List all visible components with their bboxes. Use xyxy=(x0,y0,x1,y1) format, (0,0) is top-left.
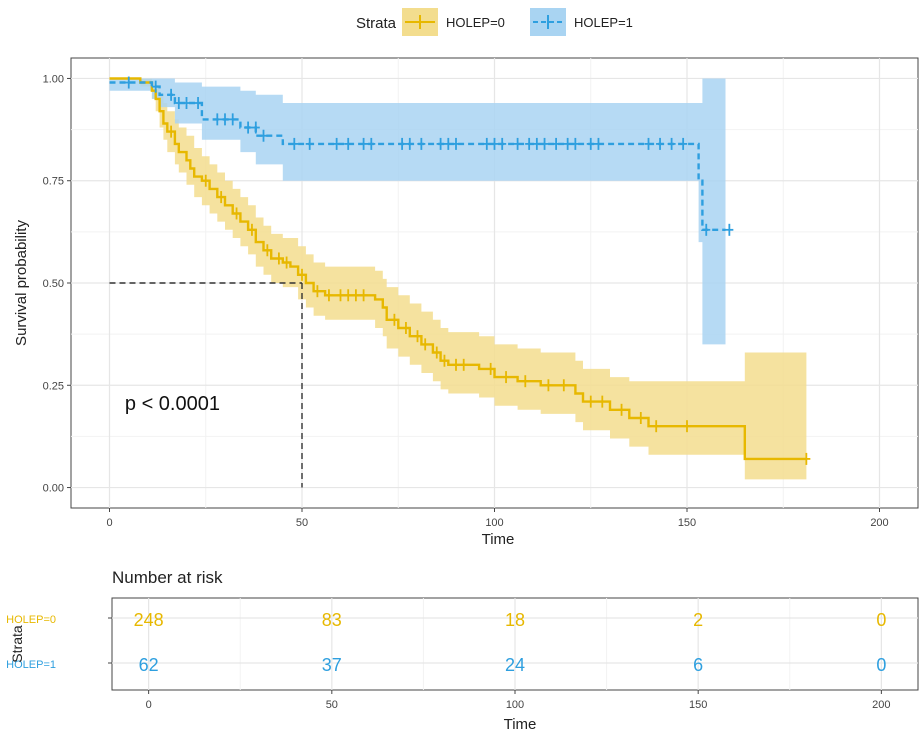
risk-cell-holep1: 62 xyxy=(139,655,159,675)
censor-marks xyxy=(124,76,811,465)
risk-cell-holep1: 6 xyxy=(693,655,703,675)
risk-row-label-holep0: HOLEP=0 xyxy=(6,614,56,626)
x-tick-label: 150 xyxy=(678,517,696,529)
legend-title: Strata xyxy=(356,15,397,32)
x-tick-label: 0 xyxy=(106,517,112,529)
confidence-band-holep0 xyxy=(109,78,807,480)
risk-x-tick-label: 150 xyxy=(689,699,707,711)
risk-table-title: Number at risk xyxy=(112,568,223,587)
x-axis-label: Time xyxy=(482,531,515,548)
risk-x-tick-label: 0 xyxy=(146,699,152,711)
risk-table-y-label: Strata xyxy=(9,625,25,663)
y-tick-label: 0.25 xyxy=(43,380,64,392)
legend: Strata HOLEP=0 HOLEP=1 xyxy=(356,8,633,36)
y-tick-label: 1.00 xyxy=(43,73,64,85)
survival-curves xyxy=(109,77,807,461)
survival-curve-holep0 xyxy=(109,77,807,461)
risk-table-x-label: Time xyxy=(504,716,537,733)
survival-curve-holep1 xyxy=(109,81,726,231)
y-tick-label: 0.00 xyxy=(43,483,64,495)
median-reference-lines xyxy=(109,282,303,488)
risk-x-tick-label: 200 xyxy=(872,699,890,711)
risk-table-x-ticks: 0 50 100 150 200 xyxy=(146,690,891,711)
p-value-annotation: p < 0.0001 xyxy=(125,393,220,415)
risk-cell-holep0: 83 xyxy=(322,610,342,630)
legend-label-holep0: HOLEP=0 xyxy=(446,15,505,30)
risk-x-tick-label: 50 xyxy=(326,699,338,711)
x-tick-label: 200 xyxy=(870,517,888,529)
legend-label-holep1: HOLEP=1 xyxy=(574,15,633,30)
risk-cell-holep0: 2 xyxy=(693,610,703,630)
risk-cell-holep0: 248 xyxy=(134,610,164,630)
risk-cell-holep0: 0 xyxy=(876,610,886,630)
risk-cell-holep1: 0 xyxy=(876,655,886,675)
risk-table-grid xyxy=(112,598,918,690)
risk-table-cells: 248 83 18 2 0 62 37 24 6 0 xyxy=(108,610,886,675)
risk-cell-holep1: 37 xyxy=(322,655,342,675)
risk-cell-holep0: 18 xyxy=(505,610,525,630)
x-tick-label: 100 xyxy=(485,517,503,529)
survival-plot: 0.00 0.25 0.50 0.75 1.00 0 50 100 150 200 p < 0.… xyxy=(13,57,919,548)
risk-x-tick-label: 100 xyxy=(506,699,524,711)
y-tick-label: 0.50 xyxy=(43,278,64,290)
y-axis-ticks: 0.00 0.25 0.50 0.75 1.00 xyxy=(43,73,71,495)
risk-cell-holep1: 24 xyxy=(505,655,525,675)
y-axis-label: Survival probability xyxy=(13,220,30,346)
y-tick-label: 0.75 xyxy=(43,176,64,188)
x-tick-label: 50 xyxy=(296,517,308,529)
risk-row-label-holep1: HOLEP=1 xyxy=(6,659,56,671)
x-axis-ticks: 0 50 100 150 200 xyxy=(106,508,889,529)
number-at-risk-table: Number at risk 248 83 18 2 0 62 37 24 6 0 0 50 100 1… xyxy=(6,568,919,733)
